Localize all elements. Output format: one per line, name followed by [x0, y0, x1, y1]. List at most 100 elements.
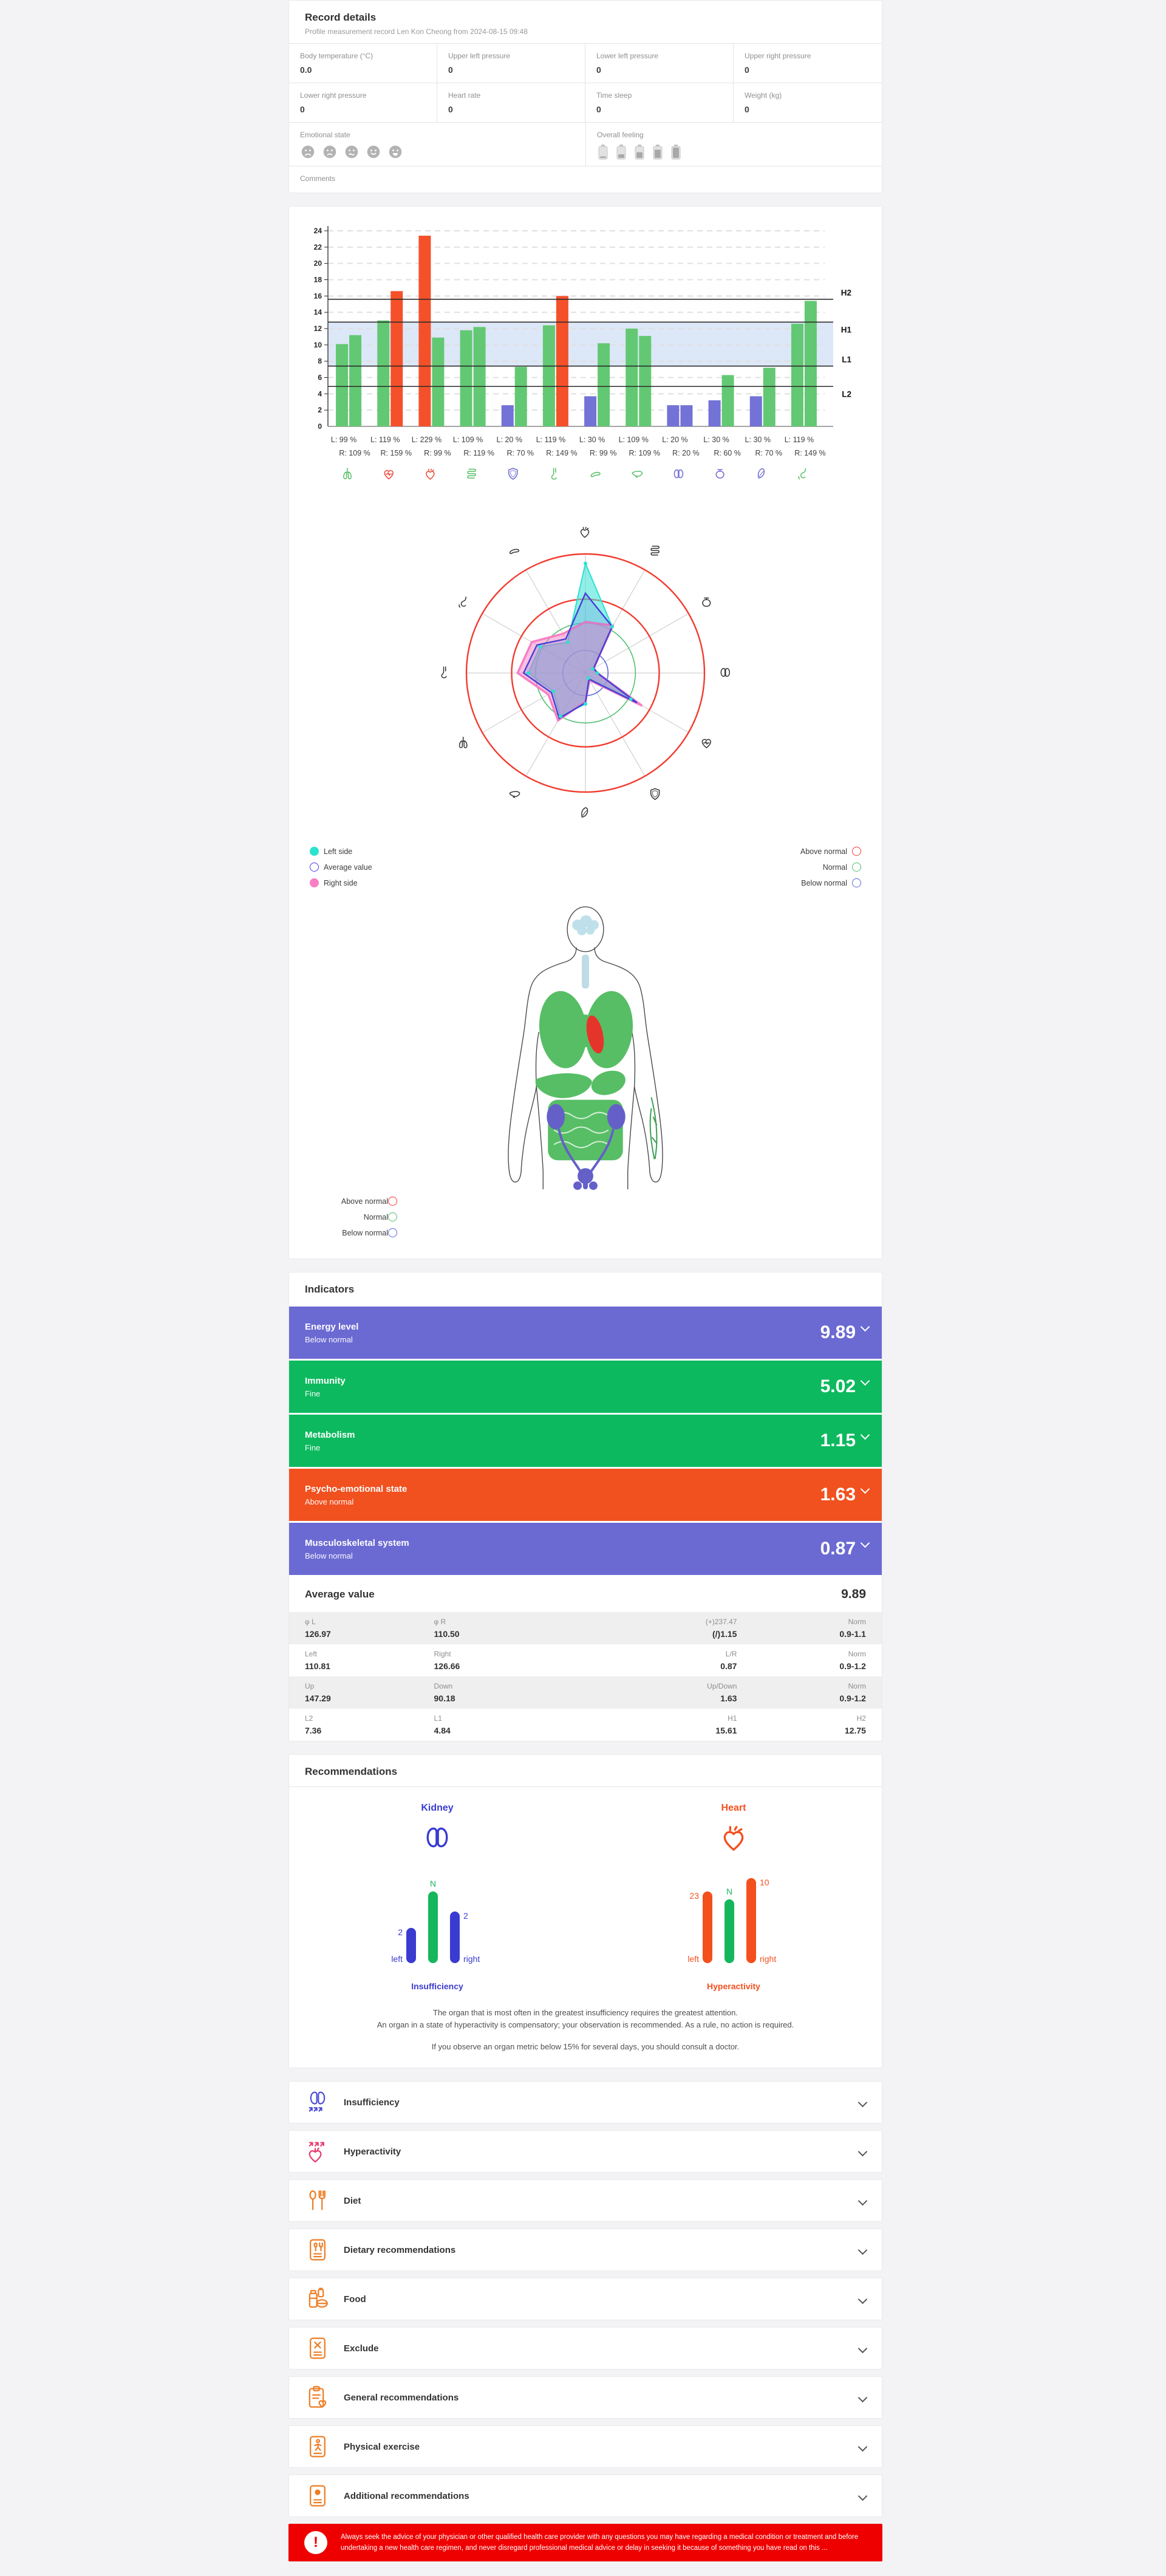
svg-text:2: 2: [398, 1927, 403, 1937]
chevron-down-icon[interactable]: [857, 2442, 868, 2452]
field-value: 0: [745, 104, 749, 114]
accordion-hyperactivity[interactable]: Hyperactivity: [288, 2130, 882, 2173]
indicator-row-metabolism[interactable]: Metabolism Fine 1.15: [289, 1415, 882, 1467]
svg-text:N: N: [430, 1879, 436, 1888]
kidneys-icon: [673, 469, 684, 479]
svg-text:R: 20 %: R: 20 %: [672, 449, 699, 457]
esophagus-axis-icon: [441, 666, 447, 678]
svg-text:8: 8: [318, 357, 322, 366]
heart-recommendation-block: Heart 23 N 10 left right Hyperactivity: [585, 1803, 882, 1991]
field-label: Upper left pressure: [448, 52, 511, 60]
comments-label: Comments: [300, 174, 336, 183]
immunity-axis-icon: [650, 788, 660, 801]
blood-vessels: [649, 1097, 658, 1160]
radar-series-legend: Left side Average value Right side: [310, 847, 372, 894]
clipboard-heart-icon: [305, 2385, 330, 2410]
indicator-value: 1.15: [820, 1430, 856, 1450]
field-label: Heart rate: [448, 91, 481, 100]
legend-item: Right side: [310, 878, 372, 887]
accordion-physical-exercise[interactable]: Physical exercise: [288, 2425, 882, 2468]
crying-face: [300, 144, 316, 160]
spleen-icon: [757, 468, 765, 479]
accordion-label: Food: [344, 2294, 366, 2304]
table-cell: φ R 110.50: [434, 1618, 460, 1639]
accordion-food[interactable]: Food: [288, 2278, 882, 2321]
svg-text:R: 99 %: R: 99 %: [424, 449, 451, 457]
chevron-down-icon[interactable]: [857, 2196, 868, 2206]
field-value: 0: [300, 104, 305, 114]
chevron-down-icon[interactable]: [860, 1430, 870, 1440]
svg-text:10: 10: [760, 1877, 769, 1887]
recommendations-notes: The organ that is most often in the grea…: [289, 1991, 882, 2068]
chevron-down-icon[interactable]: [857, 2097, 868, 2108]
svg-text:N: N: [726, 1887, 732, 1896]
field-label: Lower left pressure: [596, 52, 659, 60]
intestine-icon: [467, 468, 476, 479]
trachea-organ: [582, 954, 589, 989]
chevron-down-icon[interactable]: [857, 2393, 868, 2403]
svg-text:H2: H2: [841, 289, 851, 298]
accordion-label: Exclude: [344, 2343, 379, 2354]
green-outline-swatch: [852, 863, 861, 872]
svg-text:12: 12: [314, 324, 322, 333]
svg-text:L: 109 %: L: 109 %: [619, 436, 649, 444]
accordion-general-recommendations[interactable]: General recommendations: [288, 2376, 882, 2419]
battery-icon-level-3: [635, 145, 644, 160]
table-row: Up 147.29 Down 90.18 Up/Down 1.63 Norm 0.9-1.2: [289, 1676, 882, 1709]
heart-up-icon: [305, 2139, 330, 2164]
kidney-mini-bar-chart: 2 N 2 left right: [391, 1879, 480, 1964]
svg-text:14: 14: [314, 308, 322, 316]
accordion-dietary-recommendations[interactable]: Dietary recommendations: [288, 2229, 882, 2272]
accordion-exclude[interactable]: Exclude: [288, 2327, 882, 2370]
indicator-row-immunity[interactable]: Immunity Fine 5.02: [289, 1361, 882, 1413]
doc-x-icon: [305, 2335, 330, 2361]
accordion-insufficiency[interactable]: Insufficiency: [288, 2081, 882, 2124]
field-label: Upper right pressure: [745, 52, 811, 60]
heart-icon: [723, 1826, 744, 1851]
svg-text:18: 18: [314, 276, 322, 284]
record-field-6: Time sleep 0: [585, 83, 734, 123]
field-value: 0: [745, 65, 749, 75]
table-cell: Up/Down 1.63: [707, 1682, 737, 1703]
indicator-label: Psycho-emotional state: [305, 1483, 407, 1494]
chevron-down-icon[interactable]: [857, 2294, 868, 2304]
liver-organ: [535, 1073, 592, 1098]
accordion-label: Diet: [344, 2195, 361, 2206]
indicator-row-musculoskeletal-system[interactable]: Musculoskeletal system Below normal 0.87: [289, 1523, 882, 1575]
record-field-1: Upper left pressure 0: [437, 44, 585, 83]
table-cell: Down 90.18: [434, 1682, 455, 1703]
kidneys-organ: [547, 1104, 626, 1130]
organ-mini-charts: Kidney 2 N 2 left right Insufficiency Heart 23 N 1…: [289, 1787, 882, 1991]
svg-text:R: 109 %: R: 109 %: [339, 449, 370, 457]
chevron-down-icon[interactable]: [860, 1376, 870, 1386]
chevron-down-icon[interactable]: [857, 2491, 868, 2501]
accordion-additional-recommendations[interactable]: Additional recommendations: [288, 2475, 882, 2518]
chevron-down-icon[interactable]: [860, 1484, 870, 1494]
chevron-down-icon[interactable]: [860, 1538, 870, 1548]
table-row: φ L 126.97 φ R 110.50 (+)237.47 (/)1.15 Norm 0.…: [289, 1612, 882, 1644]
table-cell: Up 147.29: [305, 1682, 331, 1703]
chevron-down-icon[interactable]: [857, 2245, 868, 2255]
emotional-state-rating: [300, 144, 574, 160]
chevron-down-icon[interactable]: [857, 2343, 868, 2354]
svg-text:R: 149 %: R: 149 %: [794, 449, 825, 457]
esophagus-icon: [551, 468, 557, 480]
svg-text:0: 0: [318, 422, 322, 431]
svg-text:10: 10: [314, 341, 322, 349]
chevron-down-icon[interactable]: [857, 2147, 868, 2157]
pink-filled-swatch: [310, 878, 319, 887]
pancreas-icon: [590, 471, 601, 477]
svg-text:L: 99 %: L: 99 %: [331, 436, 356, 444]
spleen-axis-icon: [581, 807, 588, 818]
medical-disclaimer-banner: ! Always seek the advice of your physici…: [288, 2524, 882, 2562]
field-value: 0: [448, 104, 453, 114]
liver-axis-icon: [509, 791, 520, 799]
chevron-down-icon[interactable]: [860, 1322, 870, 1332]
table-cell: L1 4.84: [434, 1714, 451, 1735]
bladder-icon: [715, 469, 724, 479]
svg-text:L2: L2: [842, 389, 851, 398]
indicator-row-energy-level[interactable]: Energy level Below normal 9.89: [289, 1307, 882, 1359]
accordion-diet[interactable]: Diet: [288, 2179, 882, 2222]
indicator-row-psycho-emotional-state[interactable]: Psycho-emotional state Above normal 1.63: [289, 1469, 882, 1521]
legend-item: Average value: [310, 863, 372, 872]
